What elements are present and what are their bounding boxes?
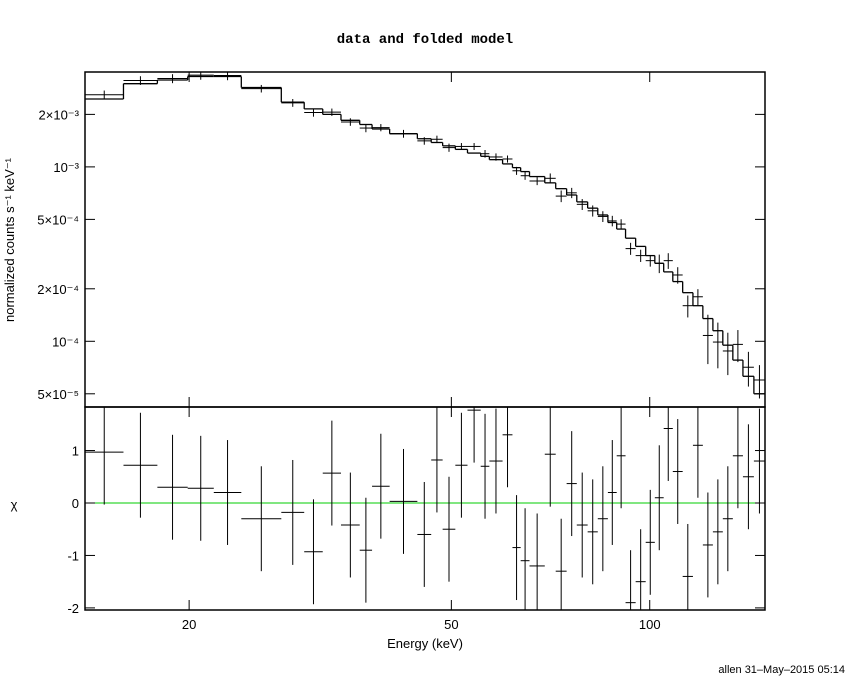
y-tick-label: 2×10⁻⁴ [37,282,79,297]
bottom-frame [84,406,766,611]
top-frame [84,71,766,408]
y-tick-label: 2×10⁻³ [39,107,80,122]
x-tick-label: 50 [444,617,458,632]
y-tick-label: 5×10⁻⁵ [37,387,79,402]
y-tick-label: -2 [67,601,79,616]
top-panel [85,72,765,399]
y-tick-label: 10⁻³ [53,160,79,175]
axes: 5×10⁻⁵ 10⁻⁴ 2×10⁻⁴ 5×10⁻⁴ 10⁻³ 2×10⁻³ -2 -1 0 1 20… [37,72,765,632]
y-tick-label: 5×10⁻⁴ [37,212,79,227]
y-tick-label: 0 [72,496,79,511]
y-tick-label: -1 [67,548,79,563]
y-axis-label: normalized counts s⁻¹ keV⁻¹ [2,157,17,322]
x-tick-label: 100 [639,617,661,632]
x-axis-label: Energy (keV) [387,636,463,651]
footer: allen 31–May–2015 05:14 [718,664,845,676]
y-tick-label: 1 [72,444,79,459]
x-tick-label: 20 [182,617,196,632]
bottom-panel [85,407,765,610]
y-axis-label: χ [11,497,18,512]
y-tick-label: 10⁻⁴ [52,334,79,349]
chart-title: data and folded model [337,32,513,48]
